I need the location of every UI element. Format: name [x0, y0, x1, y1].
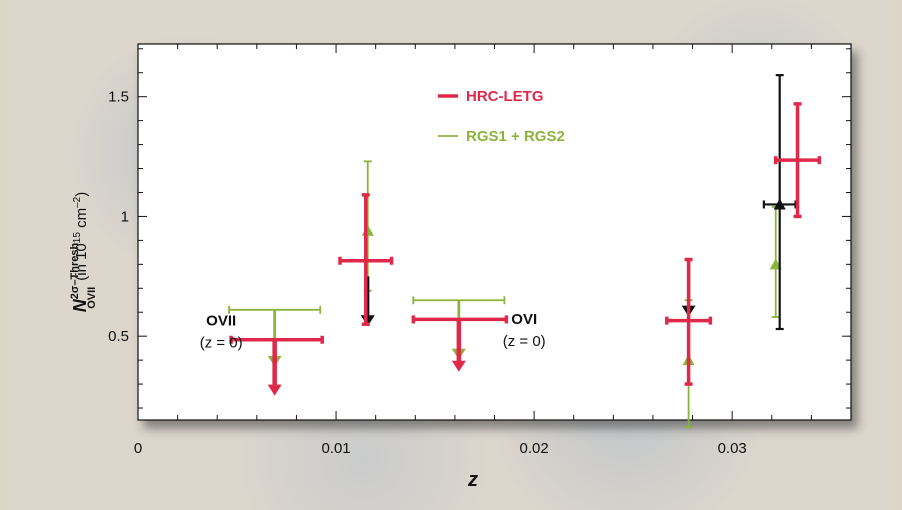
y-label-units-exp2: –2 [72, 196, 83, 208]
x-tick-label: 0.02 [520, 440, 549, 457]
y-tick-label: 1.5 [108, 89, 129, 106]
y-tick-label: 1 [121, 208, 129, 225]
x-tick-label: 0.01 [321, 440, 350, 457]
x-tick-label: 0 [134, 440, 142, 457]
annotation-sublabel: (z = 0) [200, 334, 243, 351]
data-point [773, 198, 786, 210]
y-label-units-cm: cm [73, 208, 90, 232]
annotation-sublabel: (z = 0) [503, 333, 546, 350]
y-label-subscript: OVII [86, 287, 98, 309]
y-tick-label: 0.5 [108, 328, 129, 345]
upper-limit-arrowhead [451, 360, 466, 372]
x-tick-label: 0.03 [718, 440, 747, 457]
y-label-units: (in 10 [73, 243, 90, 281]
x-axis-label: z [467, 469, 478, 491]
legend-label: RGS1 + RGS2 [466, 128, 565, 145]
plot-area [137, 43, 852, 421]
annotation-label: OVI [511, 311, 537, 328]
y-label-units-close: ) [73, 192, 90, 197]
y-axis-label: N2σ–Thresh OVII (in 1015 cm–2) [69, 192, 98, 312]
annotation-label: OVII [206, 312, 236, 329]
series-0 [229, 102, 822, 396]
legend-label: HRC-LETG [466, 88, 544, 105]
y-label-superscript: 2σ–Thresh [69, 242, 81, 299]
upper-limit-arrowhead [267, 384, 282, 396]
y-label-units-exp: 15 [72, 232, 83, 244]
y-label-symbol: N [70, 298, 90, 312]
